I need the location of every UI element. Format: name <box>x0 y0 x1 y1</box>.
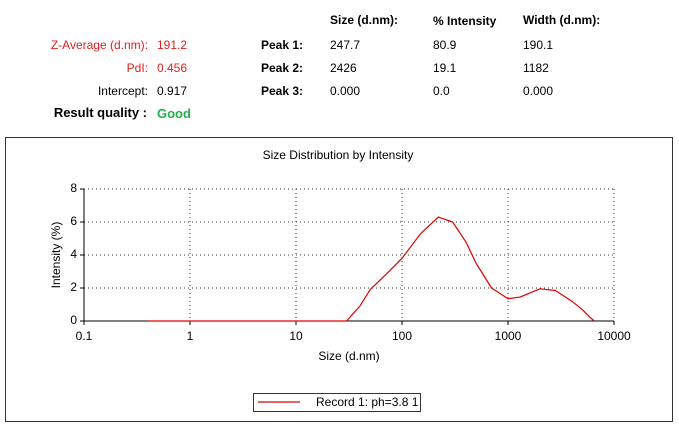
peak-header: Size (d.nm): <box>330 13 398 27</box>
summary-label: Intercept: <box>97 84 148 98</box>
x-tick-label: 1 <box>187 329 194 343</box>
chart-title: Size Distribution by Intensity <box>263 148 414 162</box>
x-tick-label: 10 <box>289 329 303 343</box>
x-axis-label: Size (d.nm) <box>318 349 379 363</box>
y-tick-label: 6 <box>70 214 77 228</box>
y-tick-label: 4 <box>70 247 77 261</box>
peak-header: Width (d.nm): <box>523 13 601 27</box>
peak-value: 1182 <box>523 61 549 75</box>
x-tick-label: 1000 <box>495 329 522 343</box>
peak-label: Peak 2: <box>261 61 304 75</box>
y-axis-label: Intensity (%) <box>49 222 63 289</box>
peak-value: 0.000 <box>330 84 361 98</box>
summary-label: PdI: <box>126 61 148 75</box>
peak-value: 247.7 <box>330 38 361 52</box>
peak-value: 0.0 <box>433 84 450 98</box>
legend-box <box>253 393 421 412</box>
x-tick-label: 10000 <box>597 329 631 343</box>
peak-value: 2426 <box>330 61 357 75</box>
peak-label: Peak 3: <box>261 84 304 98</box>
x-tick-label: 100 <box>392 329 412 343</box>
summary-value: 191.2 <box>157 38 188 52</box>
legend-label: Record 1: ph=3.8 1 <box>316 395 419 409</box>
series-line <box>147 216 595 322</box>
chart-frame <box>5 137 673 422</box>
peak-value: 80.9 <box>433 38 457 52</box>
peak-value: 190.1 <box>523 38 554 52</box>
x-tick-label: 0.1 <box>76 329 93 343</box>
peak-value: 0.000 <box>523 84 554 98</box>
quality-value: Good <box>157 106 191 121</box>
summary-label: Z-Average (d.nm): <box>50 38 148 52</box>
quality-label: Result quality : <box>53 105 147 120</box>
y-tick-label: 2 <box>70 280 77 294</box>
y-tick-label: 0 <box>70 313 77 327</box>
peak-label: Peak 1: <box>261 38 304 52</box>
y-tick-label: 8 <box>70 181 77 195</box>
peak-header: % Intensity <box>433 14 497 28</box>
summary-value: 0.917 <box>157 84 188 98</box>
peak-value: 19.1 <box>433 61 457 75</box>
summary-value: 0.456 <box>157 61 188 75</box>
